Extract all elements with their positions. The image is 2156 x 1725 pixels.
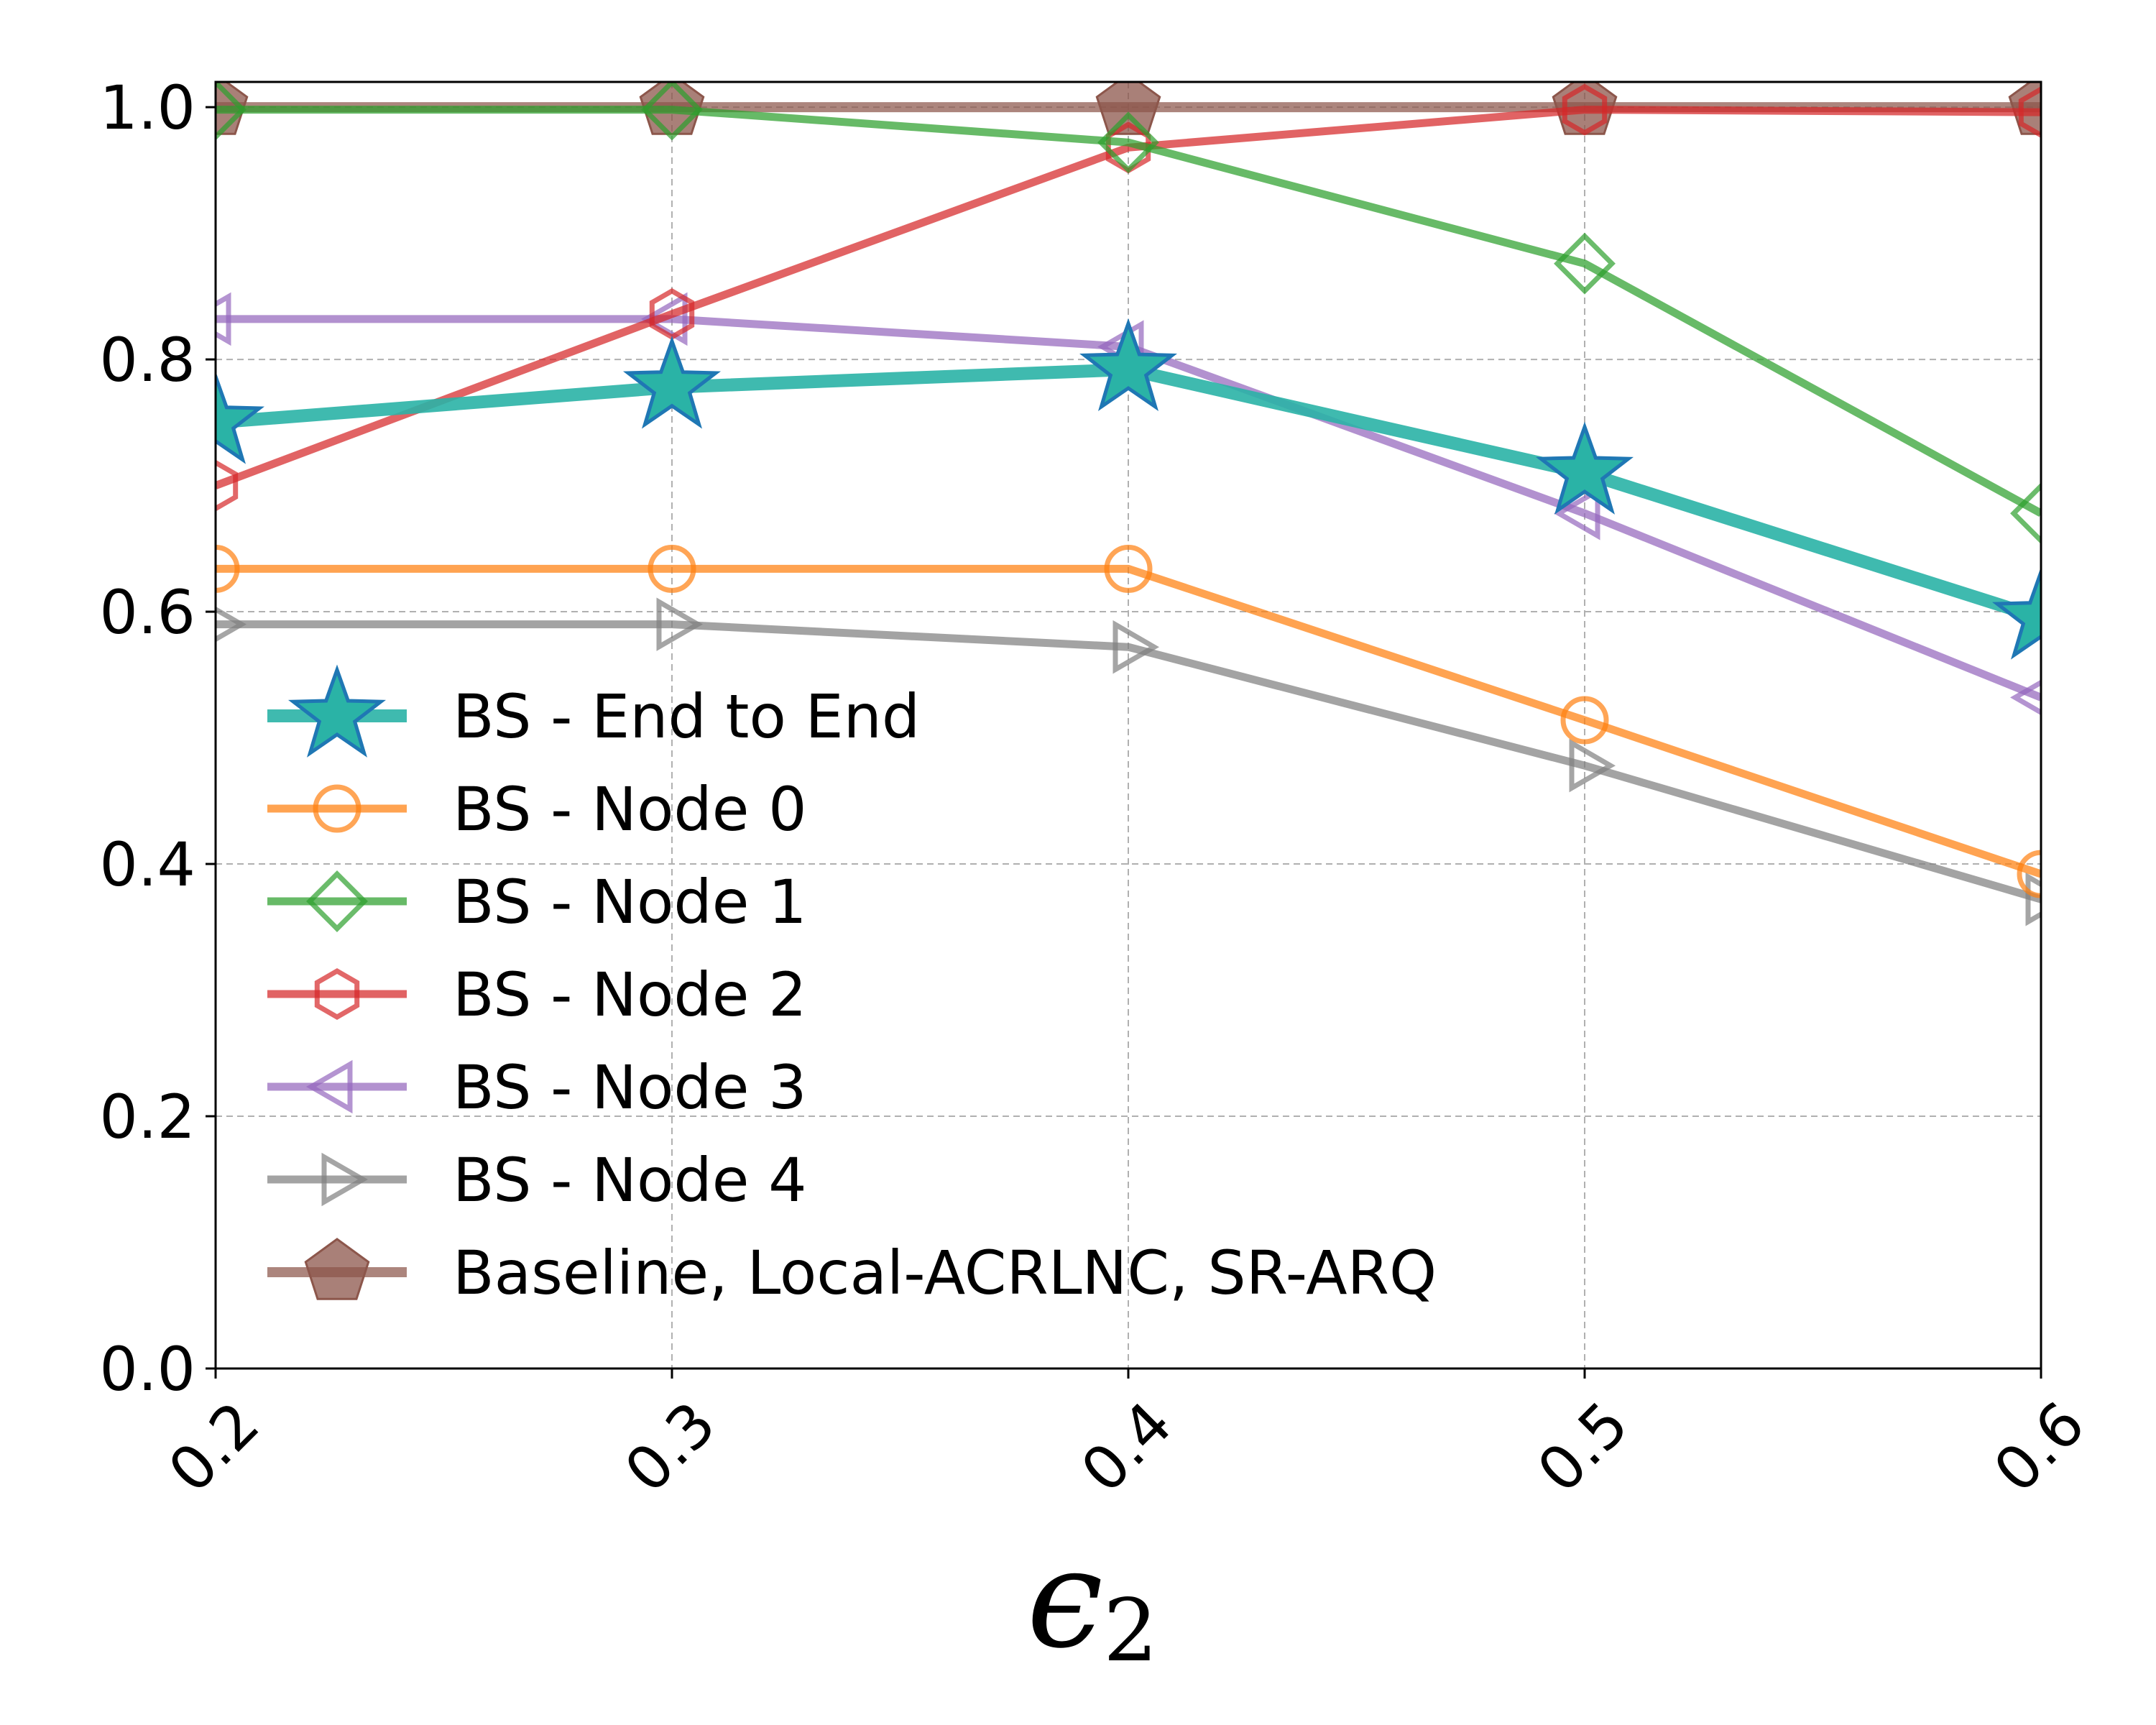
- data-point-bs-node-2: [1562, 83, 1608, 136]
- data-point-bs-node-1: [216, 82, 247, 141]
- series-bs-node-1: [216, 82, 2041, 545]
- data-point-bs-node-1: [1097, 111, 1159, 174]
- legend-marker-bs-node-4: [321, 1152, 368, 1207]
- legend-label-bs-node-4: BS - Node 4: [453, 1145, 807, 1215]
- legend-entry-bs-end-to-end: BS - End to End: [267, 664, 920, 758]
- legend-label-bs-node-2: BS - Node 2: [453, 960, 807, 1030]
- legend-entry-bs-node-2: BS - Node 2: [267, 960, 807, 1030]
- data-point-bs-end-to-end: [1536, 421, 1634, 515]
- legend-marker-bs-end-to-end: [287, 664, 387, 758]
- data-point-bs-node-3: [1554, 486, 1600, 540]
- series-bs-end-to-end: [216, 318, 2041, 660]
- series-line-bs-node-4: [216, 620, 2041, 903]
- legend-entry-bs-node-0: BS - Node 0: [267, 774, 807, 845]
- legend-marker-bs-node-2: [314, 967, 360, 1021]
- legend-marker-bs-node-0: [313, 784, 361, 833]
- y-tick-label: 0.4: [99, 829, 195, 900]
- data-point-bs-end-to-end: [1992, 566, 2041, 660]
- legend-entry-bs-node-3: BS - Node 3: [267, 1052, 807, 1123]
- legend-label-bs-node-0: BS - Node 0: [453, 774, 807, 845]
- data-point-bs-node-4: [2025, 872, 2041, 926]
- data-point-bs-node-0: [1560, 696, 1609, 745]
- series-layer: [216, 82, 2041, 926]
- y-tick-label: 0.2: [99, 1082, 195, 1152]
- data-point-bs-node-1: [1554, 232, 1616, 295]
- legend: BS - End to End BS - Node 0 BS - Node 1 BS …: [267, 664, 1437, 1308]
- x-axis-label-main: ϵ: [1027, 1519, 1103, 1678]
- y-tick-label: 0.0: [99, 1334, 195, 1404]
- data-point-bs-node-2: [216, 459, 239, 512]
- series-line-bs-node-2: [216, 106, 2041, 489]
- data-point-bs-node-3: [641, 292, 688, 346]
- data-point-baseline-local-acrlnc-sr-arq: [1095, 82, 1161, 135]
- data-point-bs-node-0: [1104, 544, 1153, 593]
- y-tick-label: 0.8: [99, 325, 195, 395]
- legend-entry-baseline-local-acrlnc-sr-arq: Baseline, Local-ACRLNC, SR-ARQ: [267, 1238, 1437, 1308]
- data-point-bs-node-3: [216, 292, 231, 346]
- data-point-bs-node-4: [1112, 620, 1159, 674]
- series-bs-node-0: [216, 544, 2041, 898]
- legend-label-bs-node-1: BS - Node 1: [453, 867, 807, 937]
- data-point-bs-node-0: [648, 544, 696, 593]
- data-point-bs-node-1: [2010, 482, 2041, 545]
- x-axis-label-sub: 2: [1103, 1581, 1158, 1681]
- data-point-bs-node-4: [1569, 738, 1616, 793]
- legend-label-bs-end-to-end: BS - End to End: [453, 681, 920, 752]
- legend-marker-bs-node-3: [306, 1059, 353, 1114]
- x-axis-label: ϵ2: [1027, 1519, 1158, 1681]
- series-line-bs-node-0: [216, 564, 2041, 878]
- legend-entry-bs-node-4: BS - Node 4: [267, 1145, 807, 1215]
- data-point-bs-node-4: [216, 606, 247, 643]
- legend-label-baseline-local-acrlnc-sr-arq: Baseline, Local-ACRLNC, SR-ARQ: [453, 1238, 1437, 1308]
- series-line-bs-node-1: [216, 106, 2041, 518]
- data-point-bs-node-2: [2018, 86, 2041, 139]
- data-point-bs-node-4: [656, 597, 703, 651]
- y-tick-label: 1.0: [99, 73, 195, 143]
- data-point-bs-node-0: [2017, 850, 2041, 898]
- data-point-bs-node-3: [2010, 679, 2041, 716]
- series-bs-node-4: [216, 597, 2041, 926]
- data-point-bs-node-1: [641, 82, 703, 141]
- legend-label-bs-node-3: BS - Node 3: [453, 1052, 807, 1123]
- legend-marker-baseline-local-acrlnc-sr-arq: [304, 1238, 370, 1300]
- legend-entry-bs-node-1: BS - Node 1: [267, 867, 807, 937]
- data-point-bs-end-to-end: [216, 371, 264, 464]
- legend-marker-bs-node-1: [306, 870, 368, 932]
- data-point-bs-end-to-end: [1079, 318, 1177, 411]
- data-point-bs-node-0: [216, 544, 240, 593]
- y-tick-label: 0.6: [99, 577, 195, 648]
- data-point-bs-end-to-end: [622, 336, 722, 429]
